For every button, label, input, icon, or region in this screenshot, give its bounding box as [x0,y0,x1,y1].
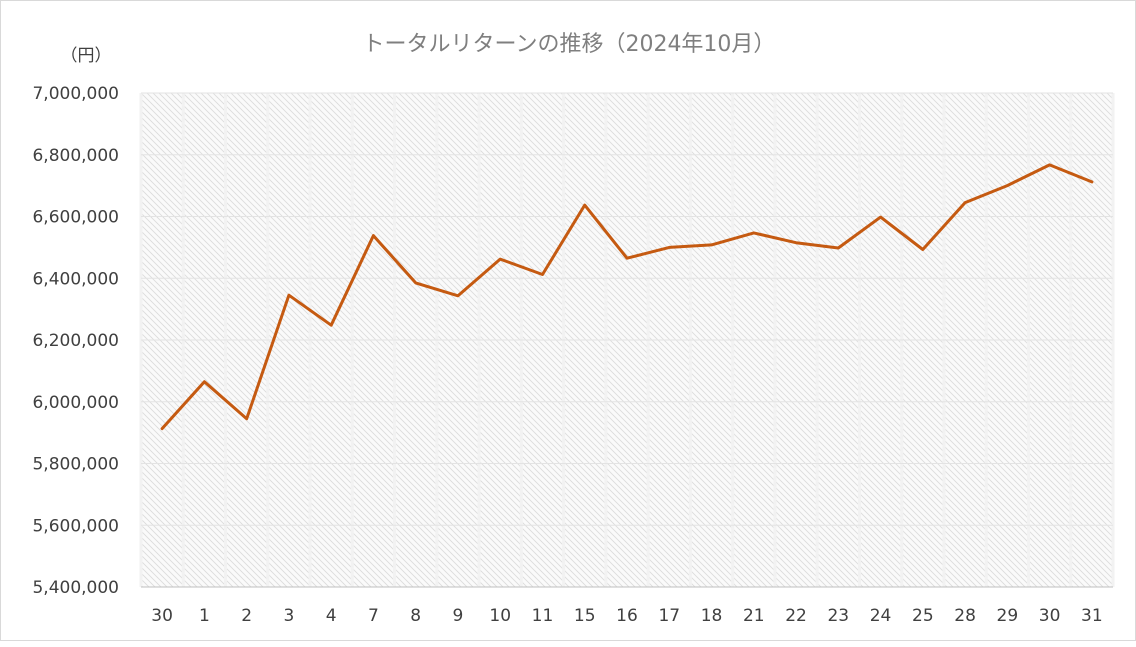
x-tick-label: 17 [658,606,680,626]
x-tick-label: 15 [574,606,596,626]
y-tick-label: 6,400,000 [32,269,119,289]
y-tick-label: 5,400,000 [32,578,119,598]
y-tick-label: 7,000,000 [32,84,119,104]
gridlines [139,92,1115,588]
chart-title: トータルリターンの推移（2024年10月） [363,32,776,57]
x-tick-label: 21 [743,606,765,626]
x-tick-label: 25 [912,606,934,626]
x-tick-label: 3 [283,606,294,626]
y-axis-unit-label: （円） [61,46,112,66]
x-tick-label: 30 [1039,606,1061,626]
x-tick-label: 24 [870,606,892,626]
y-tick-label: 5,600,000 [32,516,119,536]
y-tick-label: 5,800,000 [32,455,119,475]
y-tick-label: 6,000,000 [32,393,119,413]
series-line [160,163,1094,431]
x-tick-label: 8 [410,606,421,626]
x-tick-label: 7 [368,606,379,626]
y-tick-label: 6,200,000 [32,331,119,351]
y-tick-label: 6,800,000 [32,146,119,166]
x-tick-label: 1 [199,606,210,626]
x-tick-label: 30 [151,606,173,626]
x-tick-label: 23 [827,606,849,626]
x-tick-label: 18 [701,606,723,626]
x-tick-label: 10 [489,606,511,626]
x-tick-label: 11 [532,606,554,626]
x-tick-label: 2 [241,606,252,626]
y-tick-label: 6,600,000 [32,208,119,228]
x-tick-label: 16 [616,606,638,626]
x-tick-label: 22 [785,606,807,626]
x-tick-label: 28 [954,606,976,626]
x-tick-label: 31 [1081,606,1103,626]
x-tick-label: 4 [326,606,337,626]
y-axis-tick-labels: 5,400,000 5,600,000 5,800,000 6,000,000 6,20… [32,84,119,598]
x-axis-tick-labels: 30 1 2 3 4 7 8 9 10 11 15 16 17 18 21 22 23 24 25 28 29 30 31 [151,606,1102,626]
x-tick-label: 9 [453,606,464,626]
x-tick-label: 29 [997,606,1019,626]
